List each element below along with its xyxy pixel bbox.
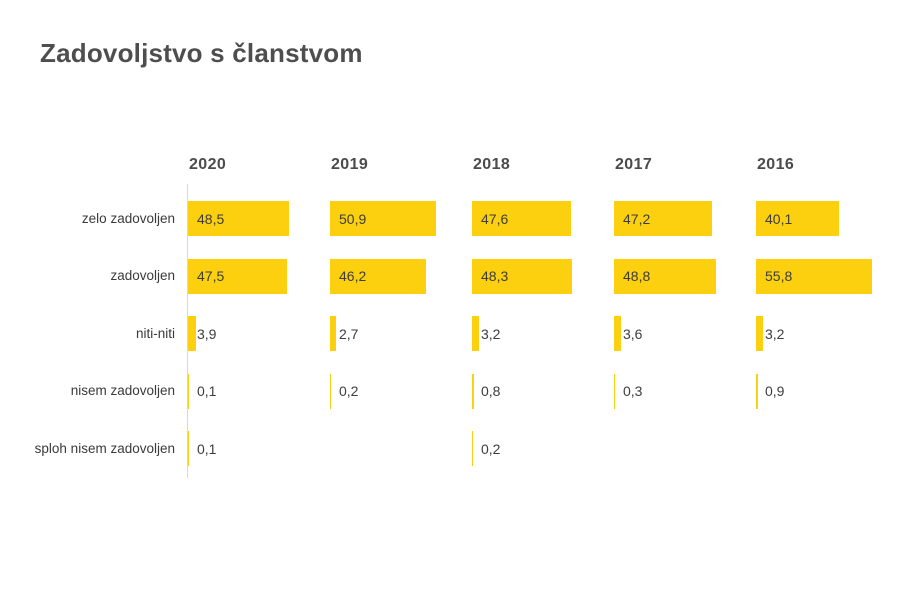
chart-title: Zadovoljstvo s članstvom (40, 38, 363, 68)
bar-value-label: 0,9 (765, 383, 785, 399)
bar-value-label: 3,9 (197, 325, 217, 342)
category-label: nisem zadovoljen (70, 383, 175, 398)
series-year-header: 2020 (189, 156, 227, 173)
bar (330, 258, 427, 294)
bar-value-label: 55,8 (765, 268, 793, 284)
bar (614, 316, 622, 351)
series-year-header: 2016 (757, 156, 795, 173)
bar-value-label: 48,5 (197, 210, 225, 227)
bar-value-label: 3,2 (481, 325, 501, 342)
series-year-header: 2017 (615, 156, 653, 173)
bar-value-label: 47,2 (623, 210, 651, 227)
bar-value-label: 0,3 (623, 383, 643, 399)
bar (756, 316, 763, 351)
y-axis-line (187, 184, 188, 478)
series-year-header: 2019 (331, 156, 369, 173)
bar-value-label: 0,2 (481, 440, 501, 457)
bar-value-label: 0,8 (481, 383, 501, 399)
bar (756, 373, 758, 409)
bar (330, 316, 336, 351)
bar-value-label: 0,1 (197, 440, 217, 457)
bar-value-label: 2,7 (339, 325, 359, 342)
bar-value-label: 40,1 (765, 210, 793, 227)
bar (472, 316, 479, 351)
category-label: zadovoljen (110, 268, 175, 283)
bar (756, 258, 873, 294)
bar-value-label: 47,6 (481, 210, 509, 227)
bar (330, 201, 436, 236)
bar (188, 258, 287, 294)
series-year-header: 2018 (473, 156, 511, 173)
bar-value-label: 3,2 (765, 325, 785, 342)
bar-value-label: 0,1 (197, 383, 217, 399)
category-label: niti-niti (135, 325, 175, 341)
bar-value-label: 3,6 (623, 325, 643, 342)
bar (472, 258, 573, 294)
bar (472, 373, 474, 409)
bar-value-label: 48,8 (623, 268, 651, 284)
bar (188, 316, 197, 351)
bar (188, 201, 289, 236)
bar-value-label: 48,3 (481, 268, 509, 284)
category-label: zelo zadovoljen (81, 210, 175, 226)
bar-value-label: 0,2 (339, 383, 359, 399)
category-label: sploh nisem zadovoljen (34, 440, 175, 456)
bar-value-label: 50,9 (339, 210, 367, 227)
bar (614, 201, 713, 236)
bar (472, 201, 571, 236)
bar (614, 258, 716, 294)
bar (756, 201, 840, 236)
bar-value-label: 47,5 (197, 268, 225, 284)
bar (614, 373, 615, 409)
bar-value-label: 46,2 (339, 268, 367, 284)
